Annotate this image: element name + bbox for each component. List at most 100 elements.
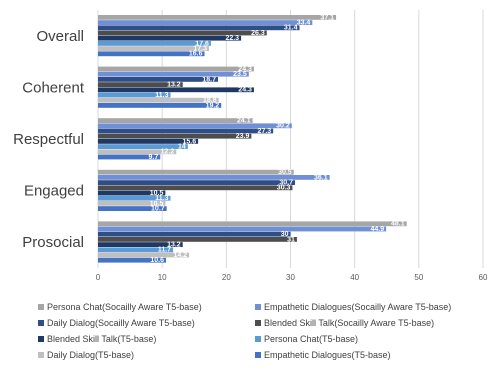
bar-respectful-series-0: [98, 118, 253, 123]
bar-value-label-coherent-series-6: 18.8: [203, 97, 217, 104]
legend-swatch-series-6: [38, 352, 44, 358]
bar-value-label-coherent-series-0: 24.3: [238, 66, 252, 73]
bar-value-label-respectful-series-4: 15.6: [182, 138, 196, 145]
bar-value-label-engaged-series-3: 30.3: [277, 185, 291, 192]
x-tick-label-0: 0: [96, 273, 101, 282]
bar-engaged-series-0: [98, 169, 294, 175]
x-tick-label-10: 10: [158, 273, 167, 282]
bar-value-label-respectful-series-1: 30.2: [276, 123, 290, 130]
bar-engaged-series-4: [98, 190, 166, 196]
x-tick-label-20: 20: [222, 273, 231, 282]
x-tick-label-30: 30: [286, 273, 295, 282]
category-label-engaged: Engaged: [24, 183, 84, 200]
bar-value-label-prosocial-series-4: 13.2: [167, 242, 181, 249]
bar-value-label-overall-series-0: 37.1: [320, 14, 334, 21]
bar-value-label-prosocial-series-7: 10.6: [150, 257, 164, 264]
legend-label-series-5: Persona Chat(T5-base): [264, 334, 358, 344]
bar-value-label-respectful-series-5: 14: [178, 144, 186, 151]
bar-value-label-prosocial-series-0: 48.1: [391, 221, 405, 228]
labels: 0 10 20 30 40 50 60 Overall 37.1 33.431.4 26.3 22.3…: [13, 14, 488, 282]
bar-value-label-overall-series-5: 17.6: [195, 40, 209, 47]
bar-value-label-prosocial-series-5: 11.7: [158, 247, 171, 254]
bar-value-label-coherent-series-1: 23.5: [233, 71, 247, 78]
bar-value-label-engaged-series-0: 30.5: [278, 169, 292, 176]
bar-coherent-series-0: [98, 66, 254, 72]
bar-overall-series-1: [98, 20, 313, 25]
legend-label-series-6: Daily Dialog(T5-base): [47, 350, 134, 360]
bar-engaged-series-5: [98, 195, 171, 201]
bar-value-label-prosocial-series-1: 44.9: [370, 226, 384, 233]
bar-coherent-series-2: [98, 77, 218, 82]
bar-respectful-series-2: [98, 128, 274, 134]
bar-prosocial-series-1: [98, 226, 387, 232]
bar-value-label-engaged-series-5: 11.3: [155, 195, 168, 202]
legend-label-series-2: Daily Dialog(Socailly Aware T5-base): [47, 318, 195, 328]
bar-prosocial-series-4: [98, 242, 183, 247]
bar-value-label-respectful-series-2: 27.3: [258, 128, 272, 135]
legend: Persona Chat(Socailly Aware T5-base) Empa…: [38, 302, 451, 360]
legend-swatch-series-7: [255, 352, 261, 358]
bar-value-label-prosocial-series-3: 31: [287, 236, 295, 243]
bar-value-label-overall-series-3: 26.3: [251, 30, 265, 37]
bar-engaged-series-3: [98, 185, 293, 191]
bar-engaged-series-1: [98, 175, 330, 180]
bar-overall-series-4: [98, 35, 242, 41]
legend-label-series-4: Blended Skill Talk(T5-base): [47, 334, 156, 344]
legend-label-series-3: Blended Skill Talk(Socailly Aware T5-bas…: [264, 318, 434, 328]
bar-respectful-series-5: [98, 144, 188, 149]
bar-overall-series-6: [98, 46, 210, 51]
bar-value-label-overall-series-1: 33.4: [297, 20, 311, 27]
bar-value-label-respectful-series-0: 24.1: [237, 118, 251, 125]
bar-value-label-overall-series-4: 22.3: [225, 35, 239, 42]
legend-label-series-0: Persona Chat(Socailly Aware T5-base): [47, 302, 202, 312]
legend-swatch-series-1: [255, 304, 261, 310]
x-tick-label-60: 60: [479, 273, 488, 282]
legend-swatch-series-4: [38, 336, 44, 342]
bar-value-label-coherent-series-3: 13.2: [167, 82, 181, 89]
bar-coherent-series-5: [98, 92, 171, 98]
bar-coherent-series-6: [98, 97, 219, 103]
bar-respectful-series-4: [98, 139, 199, 144]
bar-value-label-coherent-series-4: 24.3: [238, 87, 252, 94]
bar-value-label-overall-series-7: 16.6: [189, 51, 203, 58]
bar-engaged-series-6: [98, 201, 166, 206]
bar-value-label-respectful-series-6: 12.2: [161, 149, 175, 156]
bar-coherent-series-1: [98, 71, 249, 77]
legend-label-series-7: Empathetic Dialogues(T5-base): [264, 350, 391, 360]
bar-prosocial-series-0: [98, 221, 407, 227]
bar-overall-series-2: [98, 25, 300, 31]
bar-value-label-overall-series-2: 31.4: [284, 25, 298, 32]
bar-value-label-overall-series-6: 17.3: [193, 46, 207, 53]
category-label-coherent: Coherent: [22, 79, 85, 96]
bar-value-label-respectful-series-3: 23.9: [236, 133, 250, 140]
legend-swatch-series-0: [38, 304, 44, 310]
bar-prosocial-series-3: [98, 237, 297, 242]
bar-prosocial-series-6: [98, 252, 190, 258]
bar-engaged-series-2: [98, 180, 295, 185]
bar-prosocial-series-5: [98, 247, 174, 253]
bar-overall-series-3: [98, 30, 267, 36]
legend-swatch-series-2: [38, 320, 44, 326]
bar-coherent-series-4: [98, 87, 254, 93]
bar-prosocial-series-2: [98, 231, 291, 237]
bar-respectful-series-3: [98, 133, 252, 139]
legend-swatch-series-3: [255, 320, 261, 326]
bar-value-label-prosocial-series-2: 30: [281, 231, 289, 238]
bar-respectful-series-1: [98, 123, 292, 129]
bar-value-label-engaged-series-7: 10.7: [151, 206, 165, 213]
x-tick-label-40: 40: [350, 273, 359, 282]
bar-engaged-series-7: [98, 206, 167, 211]
bar-overall-series-0: [98, 15, 337, 20]
bar-value-label-engaged-series-2: 30.7: [279, 180, 293, 187]
bar-value-label-prosocial-series-6: 14.2: [173, 252, 187, 259]
bar-value-label-coherent-series-2: 18.7: [202, 76, 216, 83]
bar-value-label-engaged-series-4: 10.5: [150, 190, 164, 197]
bar-value-label-engaged-series-1: 36.1: [314, 174, 328, 181]
bar-overall-series-7: [98, 51, 205, 57]
bar-coherent-series-3: [98, 82, 183, 87]
legend-label-series-1: Empathetic Dialogues(Socailly Aware T5-b…: [264, 302, 451, 312]
bar-value-label-coherent-series-7: 19.2: [206, 102, 220, 109]
bar-value-label-respectful-series-7: 9.7: [149, 154, 159, 161]
